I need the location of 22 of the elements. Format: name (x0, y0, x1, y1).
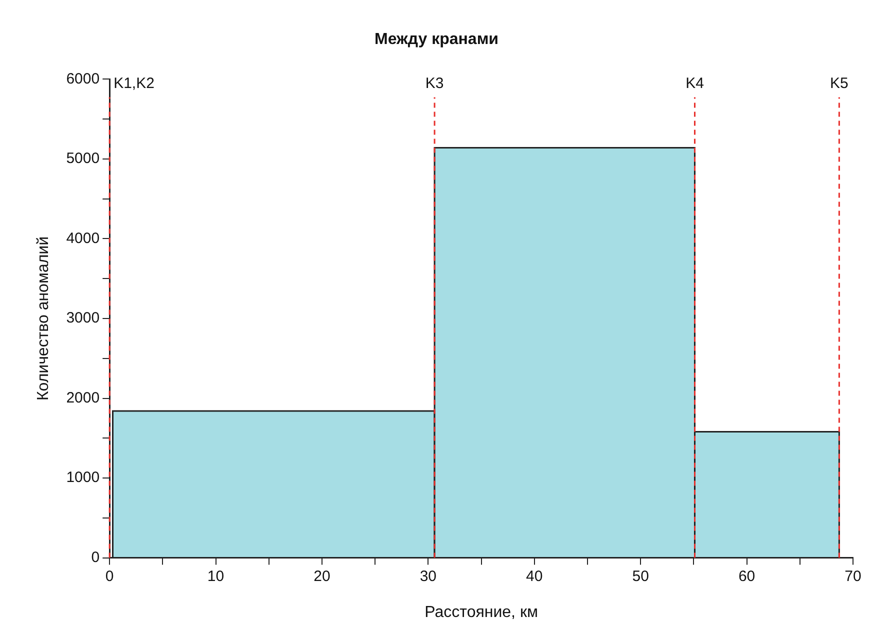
x-tick-label: 20 (314, 568, 330, 585)
y-tick-label: 5000 (66, 150, 100, 168)
ref-line-label: K1,K2 (114, 74, 154, 92)
x-axis-title: Расстояние, км (424, 604, 538, 621)
x-tick-label: 60 (738, 568, 756, 585)
x-tick-label: 70 (844, 568, 862, 585)
y-tick-label: 2000 (66, 389, 100, 406)
y-tick-label: 4000 (66, 230, 100, 247)
y-tick-label: 6000 (66, 70, 100, 88)
y-tick-label: 0 (91, 548, 100, 566)
ref-line-label: K5 (830, 74, 848, 92)
chart-title: Между кранами (374, 31, 498, 48)
x-tick-label: 50 (632, 568, 649, 585)
y-tick-label: 1000 (66, 469, 100, 486)
x-tick-label: 30 (420, 568, 437, 585)
x-tick-label: 10 (207, 568, 224, 585)
x-tick-label: 0 (105, 568, 114, 585)
y-tick-label: 3000 (66, 310, 100, 327)
ref-line-label: K3 (425, 74, 444, 92)
x-tick-label: 40 (526, 568, 543, 585)
y-axis-title: Количество аномалий (35, 236, 52, 401)
ref-line-label: K4 (686, 74, 704, 92)
